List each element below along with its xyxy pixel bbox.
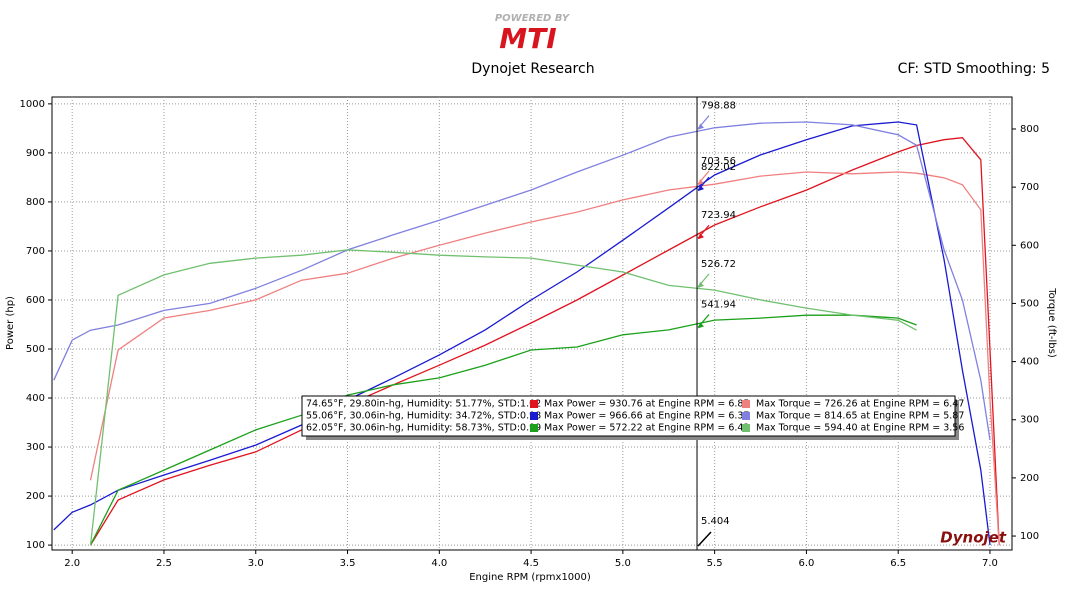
legend-box	[301, 395, 956, 437]
y-tick-label: 900	[26, 148, 45, 159]
y-tick-label: 500	[26, 344, 45, 355]
legend-swatch	[742, 400, 750, 408]
legend-entry: Max Torque = 814.65 at Engine RPM = 5.87	[756, 411, 964, 422]
legend: 74.65°F, 29.80in-hg, Humidity: 51.77%, S…	[301, 395, 964, 440]
annotation-label: 703.56	[701, 156, 736, 167]
legend-swatch	[742, 412, 750, 420]
y2-tick-label: 200	[1020, 473, 1039, 484]
y-tick-label: 300	[26, 442, 45, 453]
y-tick-label: 1000	[20, 99, 45, 110]
logo-sub: POWERED BY	[495, 13, 571, 24]
annotation-arrowhead	[698, 233, 705, 240]
x-axis-label: Engine RPM (rpmx1000)	[469, 572, 591, 583]
x-tick-label: 7.0	[982, 558, 998, 569]
y2-tick-label: 100	[1020, 531, 1039, 542]
y-tick-label: 200	[26, 491, 45, 502]
y2-tick-label: 300	[1020, 415, 1039, 426]
x-tick-label: 4.5	[523, 558, 539, 569]
legend-condition: 74.65°F, 29.80in-hg, Humidity: 51.77%, S…	[306, 399, 541, 410]
plot-frame	[51, 96, 1013, 551]
x-tick-label: 4.0	[431, 558, 447, 569]
annotation-arrowhead	[698, 185, 705, 192]
series-line	[53, 121, 991, 441]
y2-tick-label: 500	[1020, 298, 1039, 309]
y2-tick-label: 600	[1020, 240, 1039, 251]
y-axis-label: Power (hp)	[5, 296, 16, 350]
y-tick-label: 800	[26, 197, 45, 208]
annotation-arrowhead	[698, 281, 705, 288]
x-tick-label: 5.5	[707, 558, 723, 569]
legend-condition: 55.06°F, 30.06in-hg, Humidity: 34.72%, S…	[306, 411, 541, 422]
legend-swatch	[530, 412, 538, 420]
x-tick-label: 6.5	[890, 558, 906, 569]
annotation-label: 541.94	[701, 299, 736, 310]
chart-subtitle: CF: STD Smoothing: 5	[898, 61, 1050, 77]
y2-axis-label: Torque (ft-lbs)	[1046, 287, 1057, 358]
y2-tick-label: 400	[1020, 357, 1039, 368]
y-tick-label: 100	[26, 540, 45, 551]
legend-entry: Max Power = 572.22 at Engine RPM = 6.43	[544, 423, 749, 434]
legend-swatch	[742, 424, 750, 432]
legend-swatch	[530, 400, 538, 408]
annotation-arrowhead	[698, 123, 705, 130]
series-line	[89, 314, 917, 546]
annotation-label: 798.88	[701, 101, 736, 112]
annotation-arrowhead	[698, 322, 705, 329]
annotation-label: 822.02	[701, 162, 736, 173]
legend-entry: Max Power = 930.76 at Engine RPM = 6.85	[544, 399, 749, 410]
annotation-arrowhead	[698, 179, 705, 186]
chart-title: Dynojet Research	[471, 61, 594, 77]
y-tick-label: 600	[26, 295, 45, 306]
series-line	[89, 249, 917, 546]
legend-entry: Max Power = 966.66 at Engine RPM = 6.37	[544, 411, 749, 422]
y2-tick-label: 700	[1020, 182, 1039, 193]
annotation-label: 526.72	[701, 259, 736, 270]
series-line	[89, 171, 1000, 546]
series-line	[53, 121, 991, 546]
x-tick-label: 3.0	[248, 558, 264, 569]
legend-condition: 62.05°F, 30.06in-hg, Humidity: 58.73%, S…	[306, 423, 541, 434]
legend-swatch	[530, 424, 538, 432]
logo: MTI	[499, 22, 556, 55]
cursor-label: 5.404	[701, 516, 730, 527]
x-tick-label: 2.5	[156, 558, 172, 569]
y-tick-label: 400	[26, 393, 45, 404]
cursor-arrow	[697, 531, 712, 547]
watermark: Dynojet	[940, 529, 1007, 547]
legend-entry: Max Torque = 594.40 at Engine RPM = 3.56	[756, 423, 964, 434]
y-tick-label: 700	[26, 246, 45, 257]
annotation-label: 723.94	[701, 210, 736, 221]
x-tick-label: 6.0	[798, 558, 814, 569]
legend-entry: Max Torque = 726.26 at Engine RPM = 6.47	[756, 399, 964, 410]
x-tick-label: 2.0	[64, 558, 80, 569]
x-tick-label: 5.0	[615, 558, 631, 569]
y2-tick-label: 800	[1020, 124, 1039, 135]
x-tick-label: 3.5	[340, 558, 356, 569]
series-line	[89, 137, 1000, 546]
